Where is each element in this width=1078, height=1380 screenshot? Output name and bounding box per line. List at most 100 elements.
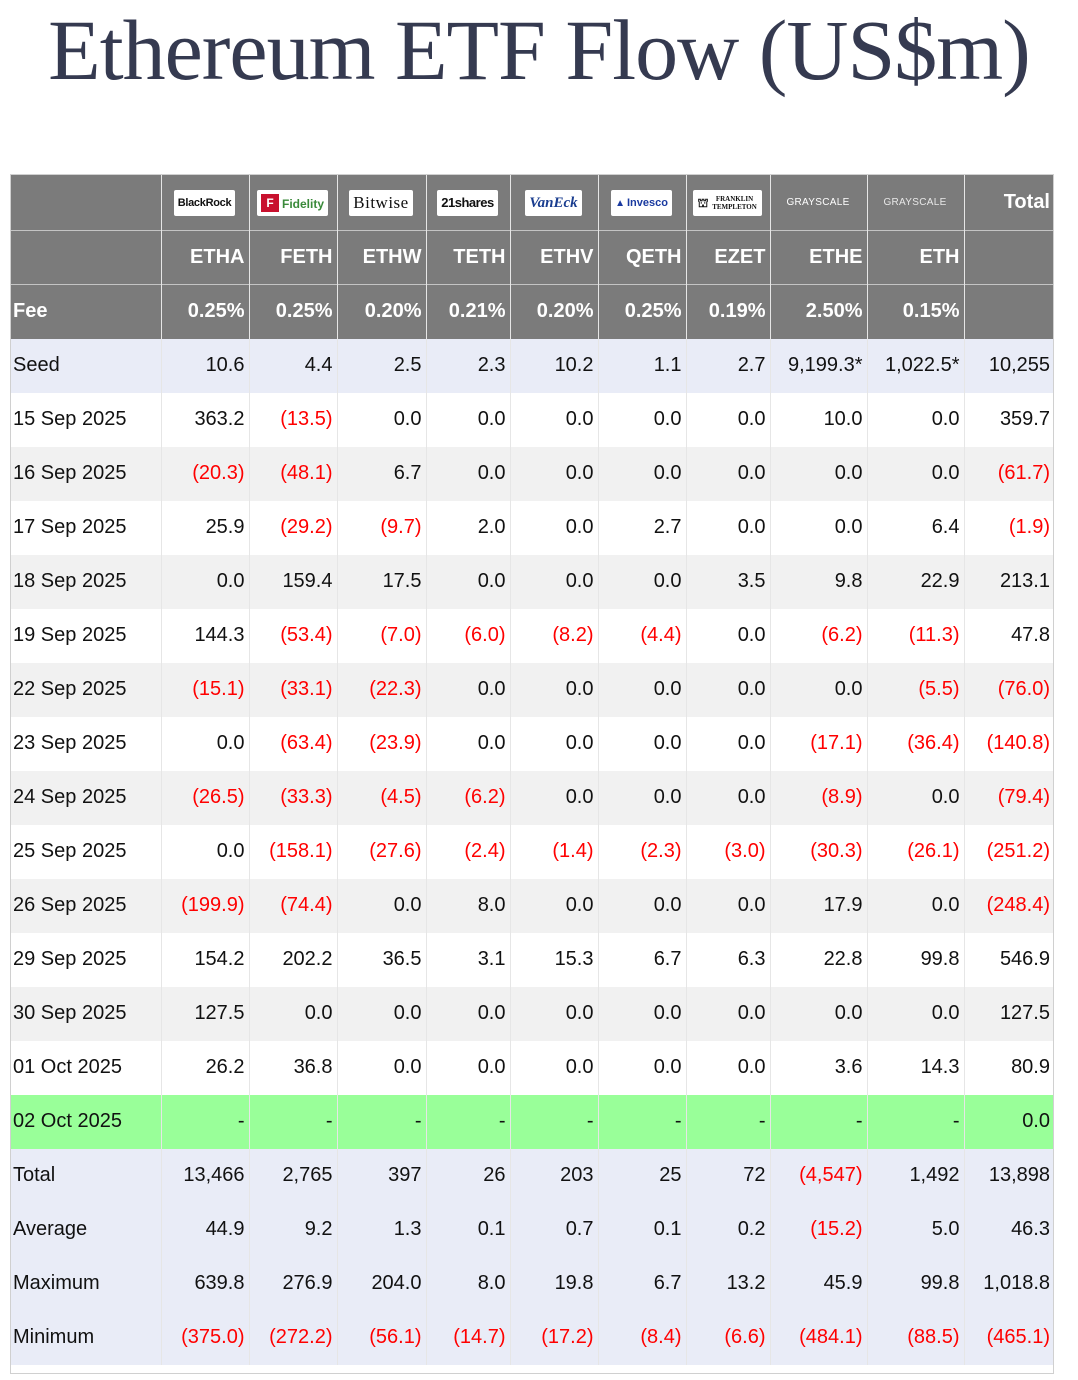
flow-value-cell: 25 xyxy=(598,1148,687,1203)
flow-value-cell: 0.0 xyxy=(426,662,511,717)
flow-value-cell: (7.0) xyxy=(337,608,427,663)
flow-value-cell: 1.1 xyxy=(598,338,687,393)
flow-value-cell: 9.8 xyxy=(770,554,868,609)
flow-value-cell: 0.0 xyxy=(686,770,771,825)
row-label: 17 Sep 2025 xyxy=(10,500,162,555)
flow-value-cell: (272.2) xyxy=(249,1310,338,1365)
table-row: 29 Sep 2025 154.2 202.2 36.5 3.1 15.3 6.7 6.3 22… xyxy=(10,932,1054,987)
flow-value-cell: 2.7 xyxy=(598,500,687,555)
fee-value: 0.25% xyxy=(598,284,687,339)
flow-value-cell: (5.5) xyxy=(867,662,965,717)
ticker-header: EZET xyxy=(686,230,771,285)
ticker-header: ETH xyxy=(867,230,965,285)
flow-value-cell: 3.6 xyxy=(770,1040,868,1095)
flow-value-cell: 14.3 xyxy=(867,1040,965,1095)
table-row: 19 Sep 2025 144.3 (53.4) (7.0) (6.0) (8.2) (4.… xyxy=(10,608,1054,663)
row-label: 26 Sep 2025 xyxy=(10,878,162,933)
flow-value-cell: 276.9 xyxy=(249,1256,338,1311)
flow-value-cell: 3.1 xyxy=(426,932,511,987)
flow-value-cell: 127.5 xyxy=(161,986,250,1041)
issuer-logo-cell: F Fidelity xyxy=(249,174,338,231)
row-total-cell: (1.9) xyxy=(964,500,1054,555)
row-total-cell: 359.7 xyxy=(964,392,1054,447)
fee-value: 0.20% xyxy=(337,284,427,339)
flow-value-cell: 0.0 xyxy=(598,1040,687,1095)
row-label: 16 Sep 2025 xyxy=(10,446,162,501)
flow-value-cell: (484.1) xyxy=(770,1310,868,1365)
row-label: 29 Sep 2025 xyxy=(10,932,162,987)
issuer-logo-cell: GRAYSCALE xyxy=(770,174,868,231)
flow-value-cell: - xyxy=(510,1094,599,1149)
total-column-header: Total xyxy=(964,174,1054,231)
fee-row: Fee 0.25% 0.25% 0.20% 0.21% 0.20% 0.25% 0.19% 2.… xyxy=(10,284,1054,339)
table-row: Minimum (375.0) (272.2) (56.1) (14.7) (17.2)(… xyxy=(10,1310,1054,1365)
flow-value-cell: (56.1) xyxy=(337,1310,427,1365)
row-total-cell: (251.2) xyxy=(964,824,1054,879)
table-row: 01 Oct 2025 26.2 36.8 0.0 0.0 0.0 0.0 0.0 3.6 14.… xyxy=(10,1040,1054,1095)
row-label: 01 Oct 2025 xyxy=(10,1040,162,1095)
flow-value-cell: 2,765 xyxy=(249,1148,338,1203)
flow-value-cell: 639.8 xyxy=(161,1256,250,1311)
row-total-cell: (61.7) xyxy=(964,446,1054,501)
flow-value-cell: (26.1) xyxy=(867,824,965,879)
ticker-header: ETHW xyxy=(337,230,427,285)
ticker-row-label xyxy=(10,230,162,285)
fee-row-total xyxy=(964,284,1054,339)
flow-value-cell: 22.8 xyxy=(770,932,868,987)
flow-value-cell: 0.0 xyxy=(598,878,687,933)
flow-value-cell: 0.0 xyxy=(426,986,511,1041)
flow-value-cell: 13,466 xyxy=(161,1148,250,1203)
flow-value-cell: 0.0 xyxy=(161,716,250,771)
invesco-logo-text: Invesco xyxy=(626,196,668,209)
row-label: 19 Sep 2025 xyxy=(10,608,162,663)
flow-value-cell: - xyxy=(867,1094,965,1149)
flow-value-cell: 2.3 xyxy=(426,338,511,393)
flow-value-cell: 17.9 xyxy=(770,878,868,933)
ticker-row: ETHA FETH ETHW TETH ETHV QETH EZET ETHE ETH xyxy=(10,230,1054,285)
flow-value-cell: 10.0 xyxy=(770,392,868,447)
flow-value-cell: 0.0 xyxy=(337,986,427,1041)
flow-value-cell: (9.7) xyxy=(337,500,427,555)
flow-value-cell: (74.4) xyxy=(249,878,338,933)
flow-value-cell: 0.0 xyxy=(598,392,687,447)
flow-value-cell: 0.1 xyxy=(598,1202,687,1257)
flow-value-cell: - xyxy=(770,1094,868,1149)
ticker-header: ETHE xyxy=(770,230,868,285)
ticker-row-total xyxy=(964,230,1054,285)
flow-value-cell: 9,199.3* xyxy=(770,338,868,393)
row-label: 30 Sep 2025 xyxy=(10,986,162,1041)
flow-value-cell: (199.9) xyxy=(161,878,250,933)
flow-value-cell: 0.0 xyxy=(867,770,965,825)
flow-value-cell: (6.6) xyxy=(686,1310,771,1365)
flow-value-cell: 0.0 xyxy=(426,1040,511,1095)
ticker-header: ETHA xyxy=(161,230,250,285)
flow-value-cell: 5.0 xyxy=(867,1202,965,1257)
flow-value-cell: 10.2 xyxy=(510,338,599,393)
flow-value-cell: 0.0 xyxy=(686,878,771,933)
table-row: 22 Sep 2025 (15.1) (33.1) (22.3) 0.0 0.0 0.0 0.… xyxy=(10,662,1054,717)
fee-row-label: Fee xyxy=(10,284,162,339)
fee-value: 0.20% xyxy=(510,284,599,339)
row-label: 18 Sep 2025 xyxy=(10,554,162,609)
flow-value-cell: - xyxy=(598,1094,687,1149)
flow-value-cell: 0.0 xyxy=(867,986,965,1041)
flow-value-cell: 36.5 xyxy=(337,932,427,987)
blackrock-logo-icon: BlackRock xyxy=(173,189,236,216)
flow-value-cell: 6.4 xyxy=(867,500,965,555)
flow-value-cell: 2.5 xyxy=(337,338,427,393)
row-label: Minimum xyxy=(10,1310,162,1365)
flow-value-cell: (13.5) xyxy=(249,392,338,447)
21shares-logo-icon: 21shares xyxy=(437,189,498,216)
flow-value-cell: 0.0 xyxy=(686,446,771,501)
fee-value: 2.50% xyxy=(770,284,868,339)
flow-value-cell: 22.9 xyxy=(867,554,965,609)
flow-value-cell: 0.0 xyxy=(510,662,599,717)
row-total-cell: (248.4) xyxy=(964,878,1054,933)
issuer-logo-cell: VanEck xyxy=(510,174,599,231)
flow-value-cell: 0.0 xyxy=(337,878,427,933)
flow-value-cell: 6.7 xyxy=(598,932,687,987)
flow-value-cell: (6.2) xyxy=(770,608,868,663)
flow-value-cell: 0.0 xyxy=(426,392,511,447)
flow-value-cell: 2.7 xyxy=(686,338,771,393)
flow-value-cell: 36.8 xyxy=(249,1040,338,1095)
